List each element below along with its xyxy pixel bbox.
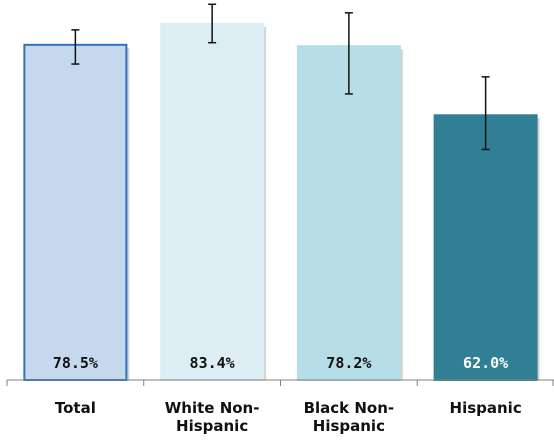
error-bars — [71, 3, 490, 151]
x-axis — [6, 379, 554, 386]
bar-value-label: 78.2% — [326, 354, 371, 372]
category-label: Total — [55, 399, 96, 417]
value-labels: 78.5% 83.4% 78.2% 62.0% — [53, 354, 508, 372]
bar — [296, 45, 401, 381]
category-labels: Total White Non-Hispanic Black Non-Hispani… — [55, 399, 522, 435]
error-bar — [71, 29, 80, 65]
bar — [433, 114, 538, 382]
error-bar — [481, 76, 490, 151]
error-bar — [208, 3, 217, 44]
error-bar — [344, 12, 353, 95]
bar-value-label: 78.5% — [53, 354, 98, 372]
bar-value-label: 83.4% — [190, 354, 235, 372]
bar — [160, 22, 265, 381]
bars — [23, 22, 538, 382]
bar — [23, 43, 128, 382]
category-label: Hispanic — [450, 399, 522, 417]
category-label: White Non-Hispanic — [165, 399, 260, 435]
category-label: Black Non-Hispanic — [304, 399, 395, 435]
bar-value-label: 62.0% — [463, 354, 508, 372]
